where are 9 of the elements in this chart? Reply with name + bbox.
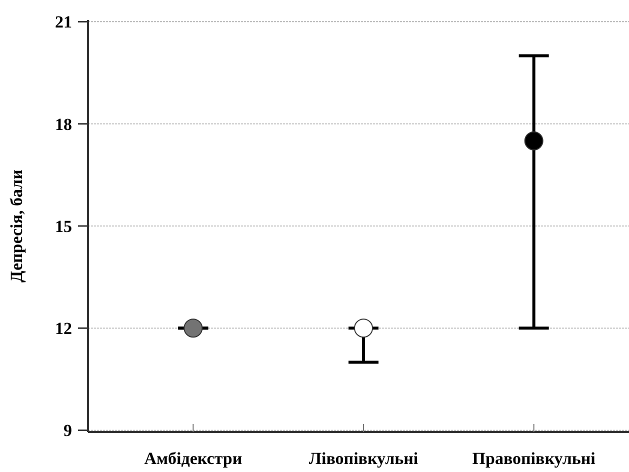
y-tick-label: 15: [55, 216, 72, 236]
y-axis-title: Депресія, бали: [7, 169, 26, 282]
x-tick-label: Правопівкульні: [472, 449, 596, 468]
y-tick-label: 12: [55, 319, 72, 338]
y-tick-label: 18: [55, 114, 72, 134]
y-tick-label: 9: [64, 421, 72, 440]
x-tick-label: Амбідекстри: [144, 449, 242, 468]
y-tick-label: 21: [55, 12, 72, 32]
x-tick-label: Лівопівкульні: [308, 449, 418, 468]
